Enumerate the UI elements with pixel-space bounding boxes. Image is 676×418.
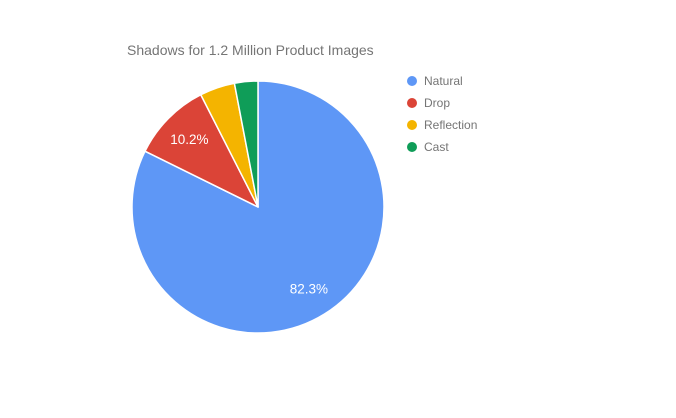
legend-swatch-drop-icon [407, 98, 417, 108]
legend-label-natural: Natural [424, 74, 463, 88]
pie-slice-cast [233, 80, 259, 208]
legend-item-reflection: Reflection [407, 114, 477, 136]
legend-label-drop: Drop [424, 96, 451, 110]
slice-label-natural: 82.3% [290, 281, 328, 296]
legend-swatch-natural-icon [407, 76, 417, 86]
pie-slice-drop [144, 93, 259, 208]
chart-title: Shadows for 1.2 Million Product Images [127, 42, 374, 58]
legend-swatch-cast-icon [407, 142, 417, 152]
legend-item-cast: Cast [407, 136, 477, 158]
legend-item-drop: Drop [407, 92, 477, 114]
slice-label-drop: 10.2% [170, 132, 208, 147]
legend: Natural Drop Reflection Cast [407, 70, 477, 158]
legend-label-reflection: Reflection [424, 118, 478, 132]
legend-label-cast: Cast [424, 140, 449, 154]
pie-slice-natural [131, 80, 385, 334]
legend-swatch-reflection-icon [407, 120, 417, 130]
legend-item-natural: Natural [407, 70, 477, 92]
